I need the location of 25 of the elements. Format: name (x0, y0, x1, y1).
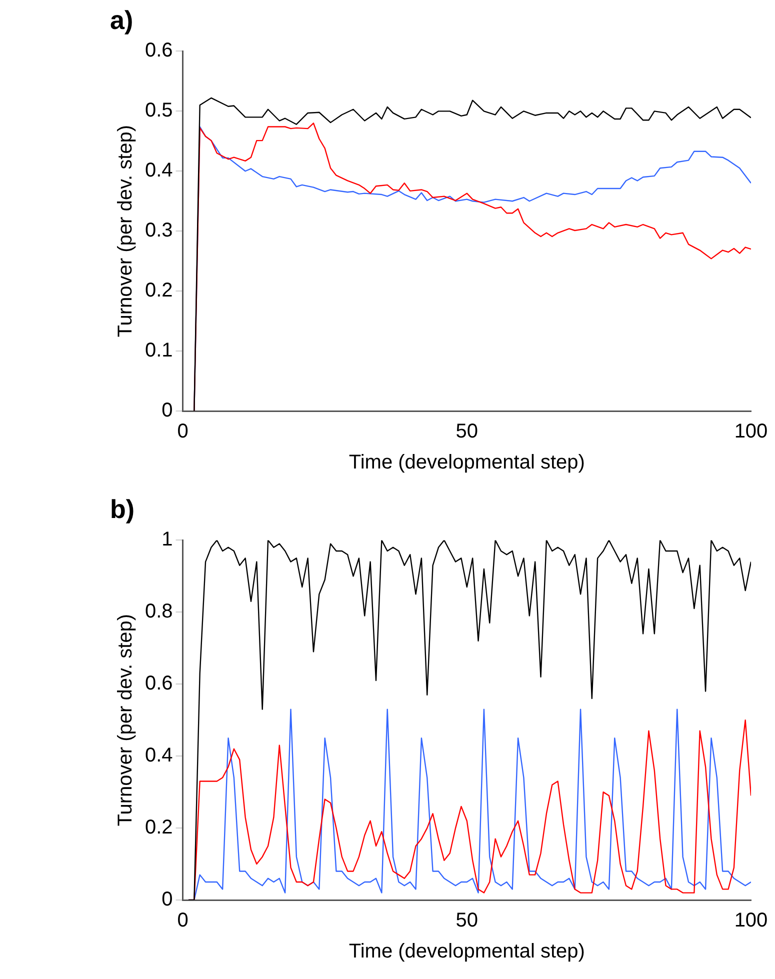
chart-title: b) (110, 494, 135, 524)
x-tick-label: 100 (734, 420, 768, 443)
y-tick-label: 0.2 (144, 280, 173, 302)
y-tick-label: 0 (162, 888, 173, 911)
chart-title: a) (110, 4, 134, 35)
y-tick-label: 0.1 (144, 340, 173, 362)
y-tick-label: 0.5 (144, 100, 173, 122)
y-tick-label: 1 (162, 528, 173, 551)
y-tick-label: 0.3 (144, 220, 173, 242)
x-tick-label: 100 (734, 910, 768, 932)
y-axis-title: Turnover (per dev. step) (114, 614, 137, 826)
x-axis-title: Time (developmental step) (348, 452, 585, 474)
y-tick-label: 0.6 (144, 672, 173, 695)
y-tick-label: 0.4 (144, 744, 173, 767)
y-tick-label: 0.2 (144, 816, 173, 839)
x-axis-title: Time (developmental step) (348, 940, 585, 963)
y-tick-label: 0 (162, 400, 173, 422)
y-tick-label: 0.8 (144, 600, 173, 623)
y-axis-title: Turnover (per dev. step) (114, 124, 137, 338)
x-tick-label: 0 (177, 420, 188, 443)
x-tick-label: 50 (456, 910, 478, 932)
y-tick-label: 0.6 (144, 40, 173, 62)
x-tick-label: 50 (456, 420, 478, 443)
x-tick-label: 0 (177, 910, 188, 932)
y-tick-label: 0.4 (144, 160, 173, 182)
